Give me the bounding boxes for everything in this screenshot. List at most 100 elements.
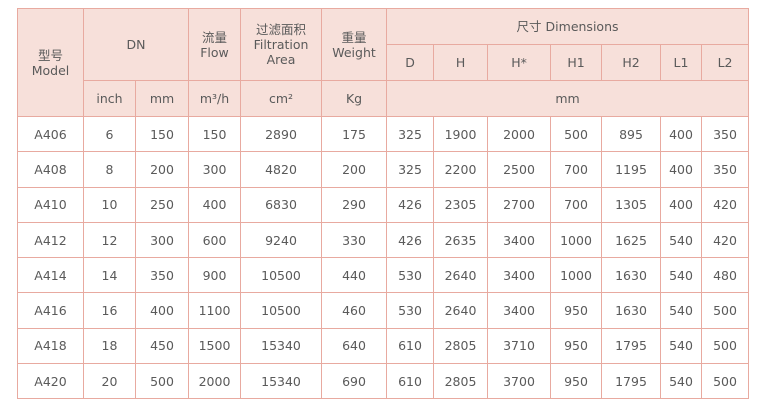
data-cell: 895 xyxy=(601,115,662,153)
cell-line: 型号 xyxy=(37,47,63,63)
cell-line: Flow xyxy=(200,44,229,60)
unit-cell: inch xyxy=(83,80,136,117)
data-cell: 690 xyxy=(321,363,388,400)
data-cell: 6830 xyxy=(240,186,323,223)
data-cell: 2640 xyxy=(433,257,489,294)
data-cell: 3710 xyxy=(487,327,552,365)
data-cell: 16 xyxy=(83,292,136,329)
data-cell: 2700 xyxy=(487,186,552,223)
data-cell: A406 xyxy=(17,115,84,153)
unit-cell: mm xyxy=(386,80,750,117)
data-cell: 610 xyxy=(386,327,435,365)
data-cell: 700 xyxy=(550,186,603,223)
data-cell: 9240 xyxy=(240,221,323,259)
data-cell: 950 xyxy=(550,363,603,400)
data-cell: 3400 xyxy=(487,221,552,259)
data-cell: 300 xyxy=(134,221,190,259)
data-cell: 10500 xyxy=(240,257,323,294)
data-cell: A414 xyxy=(17,257,84,294)
data-cell: 10 xyxy=(83,186,136,223)
data-cell: 700 xyxy=(550,151,603,188)
data-cell: 14 xyxy=(83,257,136,294)
header-cell: 重量 Weight xyxy=(321,8,388,81)
data-cell: 2000 xyxy=(188,363,242,400)
cell-text: 尺寸 xyxy=(516,19,542,34)
data-cell: 15340 xyxy=(240,363,323,400)
unit-cell: mm xyxy=(134,80,190,117)
data-cell: A416 xyxy=(17,292,84,329)
cell-line: Weight xyxy=(332,44,376,60)
data-cell: A412 xyxy=(17,221,84,259)
data-cell: 426 xyxy=(386,186,435,223)
data-cell: 1195 xyxy=(601,151,662,188)
data-cell: 400 xyxy=(188,186,242,223)
data-cell: 2640 xyxy=(433,292,489,329)
data-cell: 3400 xyxy=(487,292,552,329)
data-cell: 350 xyxy=(701,151,750,188)
data-cell: 1900 xyxy=(433,115,489,153)
data-cell: 175 xyxy=(321,115,388,153)
data-cell: 420 xyxy=(701,221,750,259)
data-cell: 480 xyxy=(701,257,750,294)
data-cell: 1795 xyxy=(601,327,662,365)
data-cell: 440 xyxy=(321,257,388,294)
data-cell: 325 xyxy=(386,115,435,153)
data-cell: 450 xyxy=(134,327,190,365)
data-cell: 20 xyxy=(83,363,136,400)
header-cell: H1 xyxy=(550,44,603,81)
data-cell: 540 xyxy=(660,327,703,365)
data-cell: 250 xyxy=(134,186,190,223)
data-cell: 3700 xyxy=(487,363,552,400)
data-cell: 1630 xyxy=(601,257,662,294)
data-cell: 350 xyxy=(134,257,190,294)
data-cell: 1500 xyxy=(188,327,242,365)
data-cell: 1630 xyxy=(601,292,662,329)
data-cell: 540 xyxy=(660,221,703,259)
data-cell: 1000 xyxy=(550,257,603,294)
header-row: D H H* H1 H2 L1 L2 xyxy=(18,44,750,81)
data-cell: 400 xyxy=(660,151,703,188)
data-row: A412 12 300 600 9240 330 426 2635 3400 1000 1625 54… xyxy=(17,221,750,259)
data-cell: 950 xyxy=(550,327,603,365)
data-row: A408 8 200 300 4820 200 325 2200 2500 700 1195 400 3… xyxy=(17,151,750,188)
data-cell: 150 xyxy=(134,115,190,153)
data-cell: 2000 xyxy=(487,115,552,153)
cell-line: 重量 xyxy=(341,29,367,45)
header-cell: 过滤面积 Filtration Area xyxy=(240,8,323,81)
data-cell: 150 xyxy=(188,115,242,153)
data-cell: 530 xyxy=(386,257,435,294)
data-cell: 540 xyxy=(660,257,703,294)
data-cell: 200 xyxy=(321,151,388,188)
data-cell: 2805 xyxy=(433,363,489,400)
data-cell: 500 xyxy=(701,327,750,365)
data-row: A418 18 450 1500 15340 640 610 2805 3710 950 1795 5… xyxy=(17,327,750,365)
data-cell: 2500 xyxy=(487,151,552,188)
cell-line: 过滤面积 xyxy=(256,22,307,37)
header-cell: DN xyxy=(82,8,190,81)
data-cell: 1100 xyxy=(188,292,242,329)
data-cell: A420 xyxy=(17,363,84,400)
data-cell: 640 xyxy=(321,327,388,365)
table-header: 型号 Model DN 流量 Flow 过滤面积 Filtration Area 重量 Weig… xyxy=(17,8,750,117)
data-cell: 400 xyxy=(660,115,703,153)
data-cell: A408 xyxy=(17,151,84,188)
data-cell: 200 xyxy=(134,151,190,188)
data-cell: 1000 xyxy=(550,221,603,259)
data-cell: 460 xyxy=(321,292,388,329)
data-cell: 950 xyxy=(550,292,603,329)
data-cell: A418 xyxy=(17,327,84,365)
data-cell: 300 xyxy=(188,151,242,188)
data-cell: 1305 xyxy=(601,186,662,223)
data-cell: 2890 xyxy=(240,115,323,153)
data-cell: 600 xyxy=(188,221,242,259)
data-cell: 8 xyxy=(83,151,136,188)
data-cell: A410 xyxy=(17,186,84,223)
data-cell: 18 xyxy=(83,327,136,365)
header-cell: H2 xyxy=(601,44,662,81)
data-cell: 6 xyxy=(83,115,136,153)
header-cell: 流量 Flow xyxy=(188,8,242,81)
data-cell: 900 xyxy=(188,257,242,294)
unit-row: inch mm m³/h cm² Kg mm xyxy=(18,80,750,117)
data-cell: 540 xyxy=(660,292,703,329)
